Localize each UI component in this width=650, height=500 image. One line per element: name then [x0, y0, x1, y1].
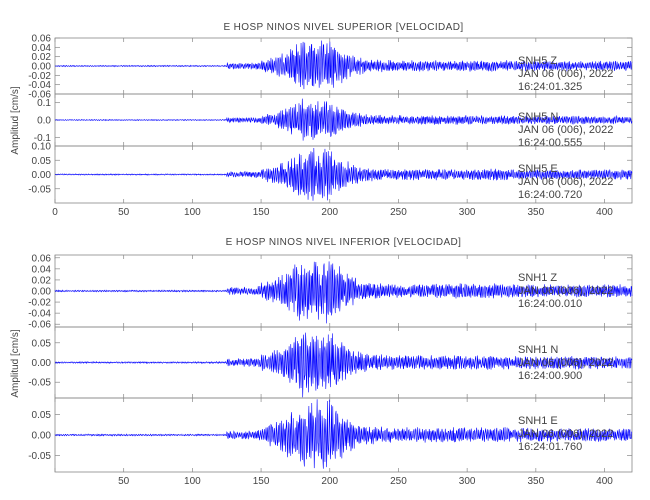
- x-tick-label: 50: [118, 476, 130, 487]
- date-label: JAN 06 (006), 2022: [518, 285, 613, 297]
- station-component-label: SNH5 Z: [518, 55, 557, 67]
- y-tick-label: 0.04: [32, 43, 52, 54]
- y-tick-label: 0.05: [32, 410, 52, 421]
- time-label: 16:24:00.555: [518, 137, 582, 149]
- station-component-label: SNH5 E: [518, 163, 558, 175]
- y-tick-label: -0.04: [28, 80, 51, 91]
- x-tick-label: 50: [118, 207, 130, 218]
- panel-title: E HOSP NINOS NIVEL SUPERIOR [VELOCIDAD]: [223, 22, 463, 33]
- y-tick-label: -0.02: [28, 71, 51, 82]
- x-tick-label: 350: [527, 207, 544, 218]
- x-tick-label: 300: [459, 207, 476, 218]
- waveform-series: [54, 261, 633, 324]
- date-label: JAN 06 (006), 2022: [518, 124, 613, 136]
- waveform-series: [54, 148, 633, 201]
- waveform-series: [54, 98, 633, 141]
- y-tick-label: 0.06: [32, 253, 52, 264]
- y-tick-label: -0.1: [34, 133, 52, 144]
- y-tick-label: -0.06: [28, 90, 51, 101]
- panel-title: E HOSP NINOS NIVEL INFERIOR [VELOCIDAD]: [226, 237, 462, 248]
- waveform-series: [54, 40, 633, 90]
- y-tick-label: 0.00: [32, 287, 52, 298]
- time-label: 16:24:01.760: [518, 441, 582, 453]
- date-label: JAN 06 (006), 2022: [518, 176, 613, 188]
- y-tick-label: 0.05: [32, 156, 52, 167]
- date-label: JAN 06 (006), 2022: [518, 68, 613, 80]
- x-tick-label: 100: [184, 207, 201, 218]
- date-label: JAN 06 (006), 2022: [518, 357, 613, 369]
- station-component-label: SNH1 N: [518, 344, 558, 356]
- date-label: JAN 06 (006), 2022: [518, 428, 613, 440]
- y-tick-label: 0.05: [32, 338, 52, 349]
- x-tick-label: 250: [390, 207, 407, 218]
- x-tick-label: 300: [459, 476, 476, 487]
- time-label: 16:24:00.720: [518, 189, 582, 201]
- y-tick-label: 0.06: [32, 34, 52, 45]
- time-label: 16:24:01.325: [518, 81, 582, 93]
- time-label: 16:24:00.010: [518, 298, 582, 310]
- x-tick-label: 350: [527, 476, 544, 487]
- y-tick-label: -0.06: [28, 320, 51, 331]
- y-tick-label: -0.04: [28, 309, 51, 320]
- y-tick-label: 0.00: [32, 62, 52, 73]
- y-axis-label: Amplitud [cm/s]: [10, 329, 21, 398]
- station-component-label: SNH5 N: [518, 111, 558, 123]
- x-tick-label: 200: [321, 476, 338, 487]
- y-tick-label: 0.00: [32, 170, 52, 181]
- waveform-series: [54, 399, 633, 469]
- x-tick-label: 150: [253, 476, 270, 487]
- x-tick-label: 400: [596, 476, 613, 487]
- y-tick-label: -0.05: [28, 451, 51, 462]
- y-tick-label: 0.00: [32, 431, 52, 442]
- x-tick-label: 100: [184, 476, 201, 487]
- station-component-label: SNH1 E: [518, 415, 558, 427]
- x-tick-label: 0: [52, 207, 58, 218]
- y-tick-label: 0.1: [37, 98, 51, 109]
- y-tick-label: 0.02: [32, 275, 52, 286]
- y-tick-label: -0.02: [28, 298, 51, 309]
- station-component-label: SNH1 Z: [518, 272, 557, 284]
- y-tick-label: 0.0: [37, 116, 51, 127]
- y-tick-label: -0.05: [28, 184, 51, 195]
- y-tick-label: 0.02: [32, 52, 52, 63]
- time-label: 16:24:00.900: [518, 370, 582, 382]
- x-tick-label: 200: [321, 207, 338, 218]
- x-tick-label: 400: [596, 207, 613, 218]
- y-axis-label: Amplitud [cm/s]: [10, 86, 21, 155]
- waveform-series: [54, 332, 633, 398]
- y-tick-label: -0.05: [28, 378, 51, 389]
- x-tick-label: 150: [253, 207, 270, 218]
- y-tick-label: 0.04: [32, 264, 52, 275]
- y-tick-label: 0.00: [32, 358, 52, 369]
- x-tick-label: 250: [390, 476, 407, 487]
- y-tick-label: 0.10: [32, 142, 52, 153]
